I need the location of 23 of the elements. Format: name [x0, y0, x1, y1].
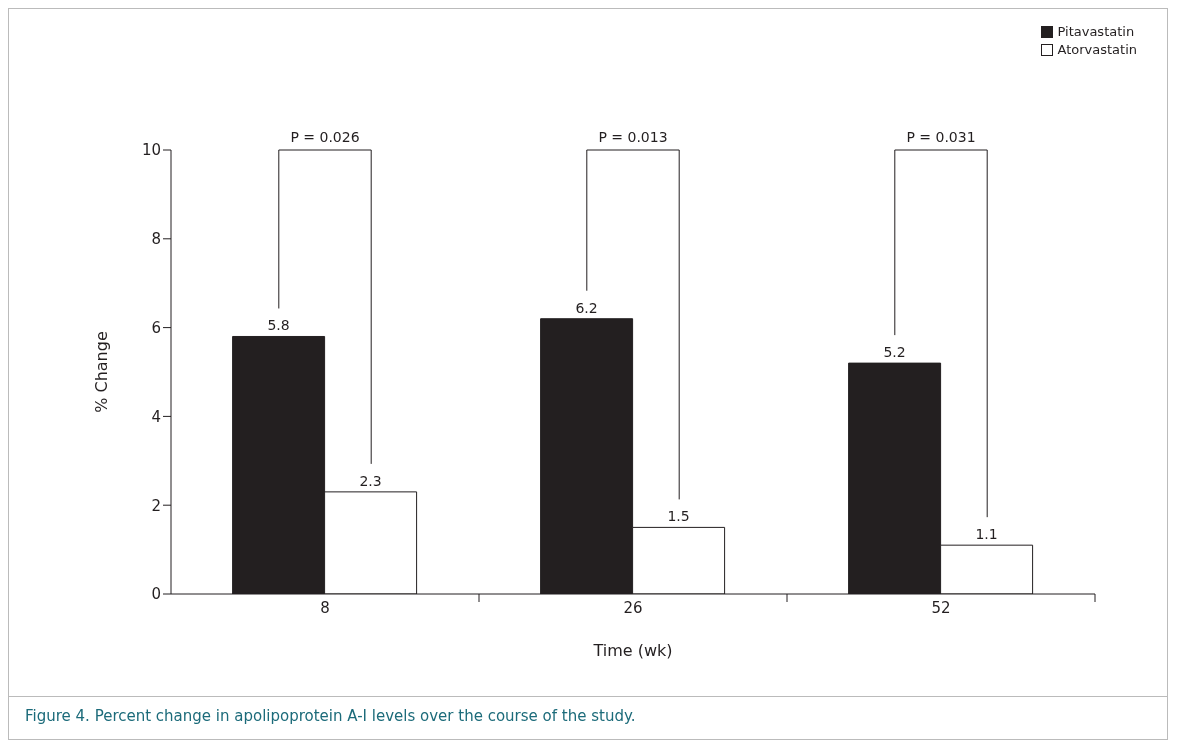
x-tick-label: 26 — [623, 598, 643, 617]
data-label: 5.2 — [883, 344, 906, 361]
x-tick-label: 8 — [320, 598, 330, 617]
data-label: 1.5 — [667, 508, 690, 525]
legend-label: Atorvastatin — [1057, 41, 1137, 59]
x-tick-label: 52 — [931, 598, 951, 617]
text: P = 0.026 — [290, 129, 360, 145]
text: P = 0.031 — [906, 129, 976, 145]
y-tick-label: 2 — [151, 496, 161, 515]
caption: Figure 4. Percent change in apolipoprotein A-I levels over the course of the study. — [25, 707, 636, 725]
y-tick-label: 10 — [141, 141, 161, 160]
y-tick-label: 6 — [151, 318, 161, 337]
data-label: 2.3 — [359, 472, 382, 489]
data-label: 6.2 — [575, 299, 598, 316]
legend-label: Pitavastatin — [1057, 23, 1135, 41]
data-label: 1.1 — [975, 526, 998, 543]
y-tick-label: 0 — [151, 585, 161, 604]
text: P = 0.013 — [598, 129, 668, 145]
x-axis-title: Time (wk) — [592, 641, 673, 660]
y-tick-label: 8 — [151, 230, 161, 249]
y-axis-title: % Change — [91, 331, 111, 413]
y-tick-label: 4 — [151, 407, 161, 426]
data-label: 5.8 — [267, 317, 290, 334]
